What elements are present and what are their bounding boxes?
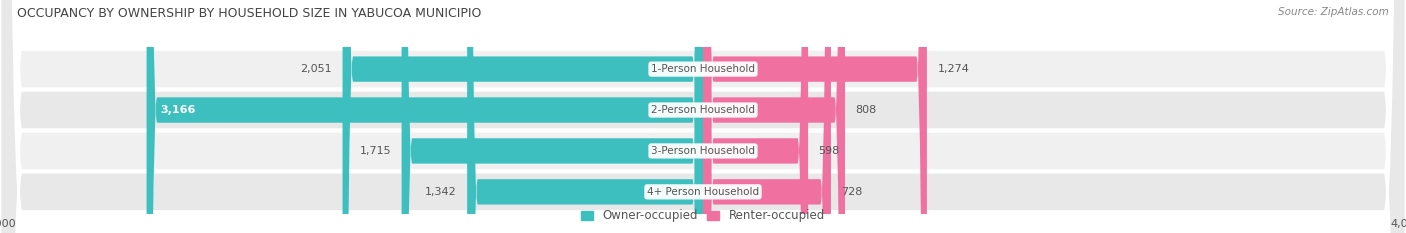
Legend: Owner-occupied, Renter-occupied: Owner-occupied, Renter-occupied	[576, 205, 830, 227]
Text: 1,274: 1,274	[938, 64, 969, 74]
Text: 3,166: 3,166	[160, 105, 195, 115]
FancyBboxPatch shape	[467, 0, 703, 233]
FancyBboxPatch shape	[703, 0, 927, 233]
Text: 808: 808	[855, 105, 877, 115]
FancyBboxPatch shape	[402, 0, 703, 233]
Text: 2-Person Household: 2-Person Household	[651, 105, 755, 115]
Text: 4+ Person Household: 4+ Person Household	[647, 187, 759, 197]
FancyBboxPatch shape	[703, 0, 845, 233]
Text: OCCUPANCY BY OWNERSHIP BY HOUSEHOLD SIZE IN YABUCOA MUNICIPIO: OCCUPANCY BY OWNERSHIP BY HOUSEHOLD SIZE…	[17, 7, 481, 20]
Text: 598: 598	[818, 146, 839, 156]
Text: 728: 728	[841, 187, 863, 197]
FancyBboxPatch shape	[703, 0, 831, 233]
Text: 1,342: 1,342	[425, 187, 457, 197]
FancyBboxPatch shape	[703, 0, 808, 233]
FancyBboxPatch shape	[146, 0, 703, 233]
Text: 1-Person Household: 1-Person Household	[651, 64, 755, 74]
FancyBboxPatch shape	[343, 0, 703, 233]
Text: 3-Person Household: 3-Person Household	[651, 146, 755, 156]
Text: Source: ZipAtlas.com: Source: ZipAtlas.com	[1278, 7, 1389, 17]
Text: 1,715: 1,715	[360, 146, 391, 156]
Text: 2,051: 2,051	[301, 64, 332, 74]
